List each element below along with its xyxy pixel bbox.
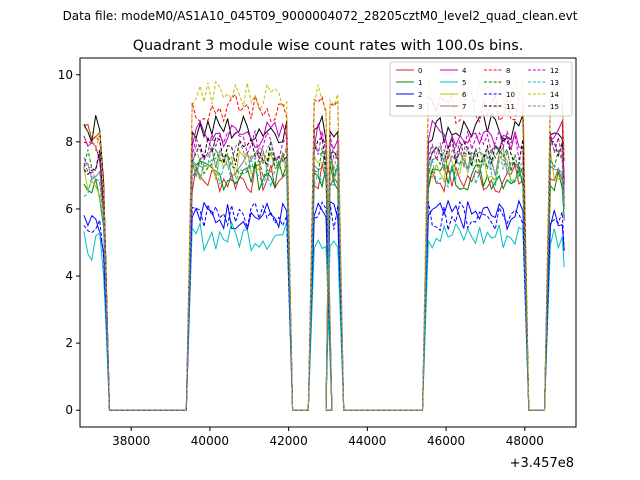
legend-label-10: 10 <box>506 91 515 99</box>
legend-box <box>389 61 573 117</box>
series-line-8 <box>83 92 565 411</box>
series-line-14 <box>83 79 565 411</box>
legend-label-9: 9 <box>506 79 510 87</box>
x-offset-label: +3.457e8 <box>510 456 574 471</box>
legend-label-12: 12 <box>550 67 559 75</box>
x-tick-label: 44000 <box>348 434 386 448</box>
series-line-12 <box>83 128 565 411</box>
y-tick-label: 2 <box>65 336 73 350</box>
x-tick-label: 46000 <box>427 434 465 448</box>
legend-label-11: 11 <box>506 103 515 111</box>
legend-label-0: 0 <box>418 67 422 75</box>
legend-label-4: 4 <box>462 67 467 75</box>
chart-title: Quadrant 3 module wise count rates with … <box>133 38 524 54</box>
y-tick-label: 6 <box>65 202 73 216</box>
series-line-4 <box>83 119 565 411</box>
series-line-13 <box>83 156 565 411</box>
plot-frame <box>79 57 577 428</box>
plot-lines <box>83 79 565 411</box>
legend-label-15: 15 <box>550 103 559 111</box>
legend-label-13: 13 <box>550 79 559 87</box>
legend-label-2: 2 <box>418 91 422 99</box>
series-line-3 <box>83 113 565 411</box>
legend-label-1: 1 <box>418 79 422 87</box>
x-tick-label: 40000 <box>191 434 229 448</box>
series-line-5 <box>83 220 565 411</box>
legend-label-7: 7 <box>462 103 466 111</box>
series-line-15 <box>83 140 565 411</box>
x-tick-label: 38000 <box>112 434 150 448</box>
y-axis: 0 2 4 6 8 10 <box>58 68 80 417</box>
x-axis: 38000 40000 42000 44000 46000 48000 <box>112 427 544 448</box>
y-tick-label: 4 <box>65 269 73 283</box>
legend-label-5: 5 <box>462 79 466 87</box>
x-tick-label: 42000 <box>270 434 308 448</box>
x-tick-label: 48000 <box>506 434 544 448</box>
legend-label-6: 6 <box>462 91 467 99</box>
chart-suptitle: Data file: modeM0/AS1A10_045T09_90000040… <box>63 9 578 23</box>
legend-label-8: 8 <box>506 67 510 75</box>
series-line-11 <box>83 136 565 411</box>
y-tick-label: 8 <box>65 135 73 149</box>
y-tick-label: 0 <box>65 403 73 417</box>
legend-label-3: 3 <box>418 103 422 111</box>
legend-label-14: 14 <box>550 91 559 99</box>
y-tick-label: 10 <box>58 68 73 82</box>
